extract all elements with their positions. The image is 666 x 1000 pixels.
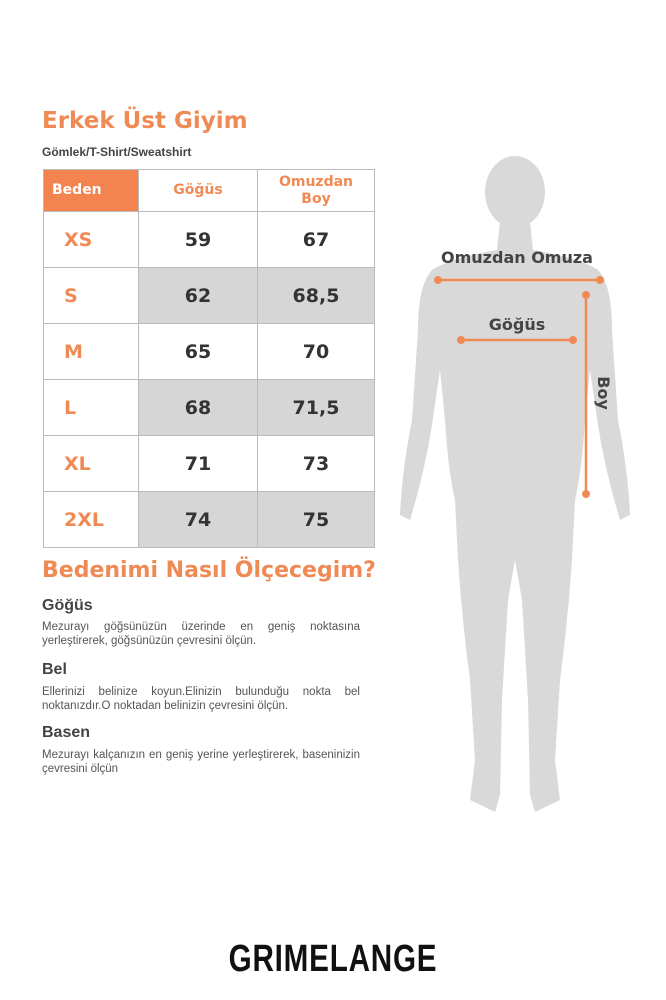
howto-title: Bedenimi Nasıl Ölçecegim?: [42, 558, 376, 583]
section-text: Mezurayı kalçanızın en geniş yerine yerl…: [42, 749, 360, 775]
table-row: XS 59 67: [43, 211, 375, 268]
shoulder-label: Omuzdan Omuza: [441, 248, 593, 267]
chest-cell: 59: [138, 211, 258, 268]
chest-label: Göğüs: [489, 315, 546, 334]
length-label: Boy: [594, 376, 613, 410]
section-text: Ellerinizi belinize koyun.Elinizin bulun…: [42, 686, 360, 712]
section-heading: Basen: [42, 724, 91, 741]
chest-cell: 68: [138, 379, 258, 436]
section-heading: Bel: [42, 661, 67, 678]
length-cell: 71,5: [257, 379, 375, 436]
header-length-label: Omuzdan Boy: [278, 173, 354, 207]
section-heading: Göğüs: [42, 597, 93, 614]
table-row: XL 71 73: [43, 435, 375, 492]
size-table: Beden Göğüs Omuzdan Boy XS 59 67 S 62 68,5 M…: [43, 169, 375, 548]
length-cell: 73: [257, 435, 375, 492]
length-cell: 75: [257, 491, 375, 548]
size-cell: S: [43, 267, 139, 324]
table-row: S 62 68,5: [43, 267, 375, 324]
chest-cell: 62: [138, 267, 258, 324]
size-cell: L: [43, 379, 139, 436]
length-cell: 67: [257, 211, 375, 268]
length-cell: 70: [257, 323, 375, 380]
chest-cell: 65: [138, 323, 258, 380]
table-header: Beden Göğüs Omuzdan Boy: [43, 169, 375, 212]
page-title: Erkek Üst Giyim: [42, 108, 248, 134]
section-text: Mezurayı göğsünüzün üzerinde en geniş no…: [42, 621, 360, 647]
header-size: Beden: [43, 169, 139, 212]
table-row: 2XL 74 75: [43, 491, 375, 548]
brand-logo: GRIMELANGE: [228, 938, 438, 980]
header-chest: Göğüs: [138, 169, 258, 212]
chest-cell: 71: [138, 435, 258, 492]
table-row: M 65 70: [43, 323, 375, 380]
length-cell: 68,5: [257, 267, 375, 324]
subtitle: Gömlek/T-Shirt/Sweatshirt: [42, 145, 192, 159]
size-cell: 2XL: [43, 491, 139, 548]
chest-cell: 74: [138, 491, 258, 548]
size-cell: XS: [43, 211, 139, 268]
table-row: L 68 71,5: [43, 379, 375, 436]
measurement-lines: [434, 276, 604, 498]
body-silhouette: [400, 156, 630, 812]
header-length: Omuzdan Boy: [257, 169, 375, 212]
